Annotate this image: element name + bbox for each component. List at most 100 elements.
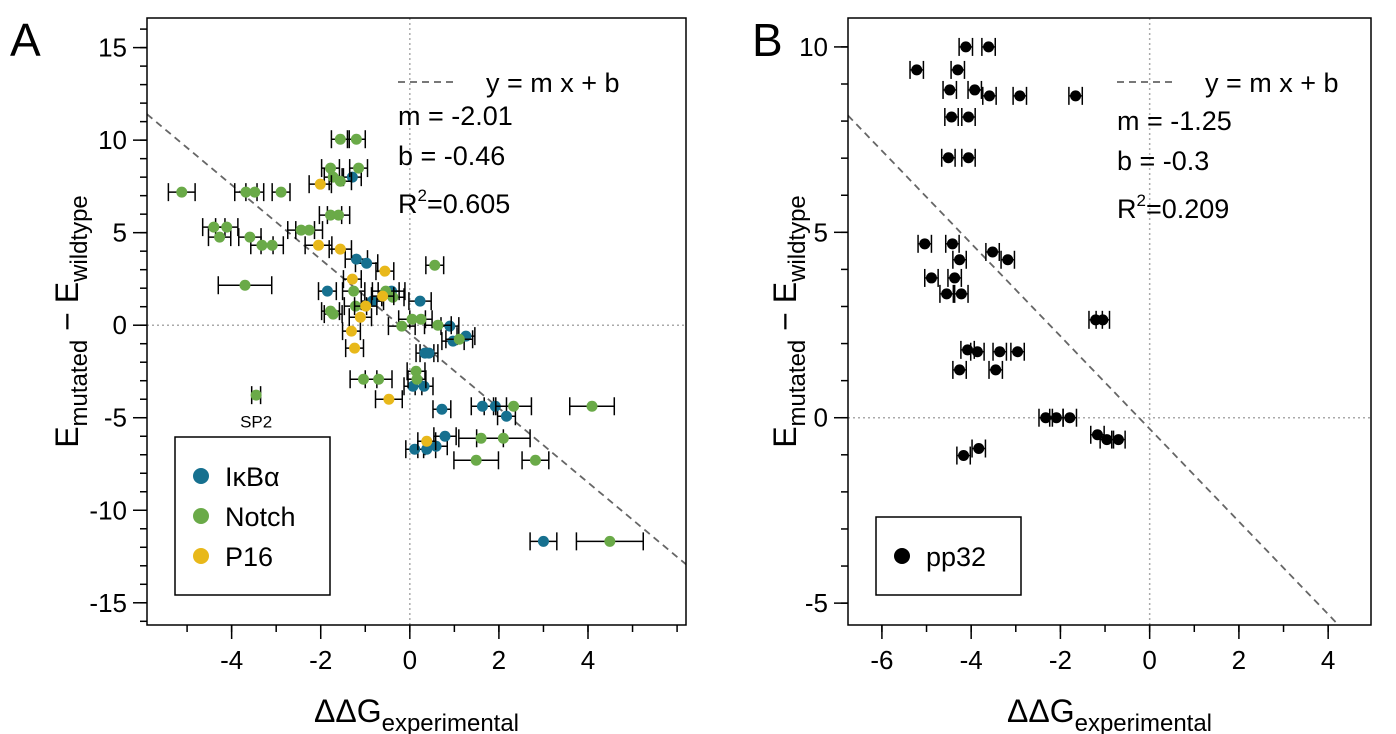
r2-rest: =0.605 xyxy=(427,189,510,219)
point xyxy=(508,400,520,412)
point xyxy=(387,291,399,303)
point xyxy=(439,430,451,442)
panel-letter: B xyxy=(752,14,783,66)
y-tick-label: 5 xyxy=(113,218,127,248)
point xyxy=(529,454,541,466)
y-axis-label: Emutated − Ewildtype xyxy=(767,195,811,448)
point xyxy=(414,295,426,307)
point xyxy=(1091,429,1103,441)
point xyxy=(333,209,345,221)
point xyxy=(958,450,970,462)
y-tick-label: -5 xyxy=(104,403,127,433)
point xyxy=(348,285,360,297)
x-tick-label: -2 xyxy=(309,645,332,675)
y-tick-label: 10 xyxy=(799,32,828,62)
x-tick-label: 4 xyxy=(1321,645,1335,675)
x-tick-label: 4 xyxy=(581,645,595,675)
x-tick-label: -6 xyxy=(870,645,893,675)
x-tick-label: -4 xyxy=(220,645,243,675)
fit-legend-text: y = m x + b xyxy=(486,68,620,98)
fit-line xyxy=(848,114,1340,625)
point xyxy=(954,364,966,376)
point xyxy=(396,320,408,332)
point xyxy=(357,373,369,385)
fit-legend-text: y = m x + b xyxy=(1205,68,1339,98)
y-label-sub: wildtype xyxy=(66,195,93,283)
point xyxy=(295,224,307,236)
point xyxy=(470,454,482,466)
point xyxy=(1112,434,1124,446)
r2-rest: =0.209 xyxy=(1146,194,1229,224)
y-label-sub: mutated xyxy=(66,340,93,427)
point xyxy=(983,41,995,53)
annotation: SP2 xyxy=(240,413,272,432)
point xyxy=(327,308,339,320)
point xyxy=(949,272,961,284)
point xyxy=(497,432,509,444)
x-tick-label: 2 xyxy=(1232,645,1246,675)
y-tick-label: 0 xyxy=(113,310,127,340)
point xyxy=(418,380,430,392)
point xyxy=(436,403,448,415)
point xyxy=(946,238,958,250)
point xyxy=(994,346,1006,358)
point xyxy=(411,373,423,385)
point xyxy=(377,290,389,302)
x-label-part: ΔΔG xyxy=(314,693,382,729)
legend-marker xyxy=(193,548,209,564)
point xyxy=(321,285,333,297)
y-tick-label: 5 xyxy=(814,217,828,247)
point xyxy=(275,186,287,198)
point xyxy=(987,246,999,258)
point xyxy=(208,221,220,233)
y-label-sub: wildtype xyxy=(784,195,811,283)
point xyxy=(350,133,362,145)
point xyxy=(476,400,488,412)
point xyxy=(421,443,433,455)
y-label-part: − E xyxy=(49,282,85,340)
x-tick-label: 2 xyxy=(492,645,506,675)
y-label-sub: mutated xyxy=(784,340,811,427)
fit-line xyxy=(147,113,686,566)
point xyxy=(941,288,953,300)
point xyxy=(1012,346,1024,358)
point xyxy=(960,41,972,53)
fit-r2: R2=0.209 xyxy=(1117,191,1229,224)
point xyxy=(354,311,366,323)
point xyxy=(423,347,435,359)
point xyxy=(962,152,974,164)
point xyxy=(1002,254,1014,266)
point xyxy=(313,239,324,251)
point xyxy=(383,393,395,405)
legend-label: P16 xyxy=(225,542,273,572)
point xyxy=(911,64,923,76)
r2-sup: 2 xyxy=(1137,191,1146,210)
point xyxy=(176,186,188,198)
y-tick-label: -5 xyxy=(805,588,828,618)
point xyxy=(325,209,337,221)
point xyxy=(325,162,337,174)
fit-stat: m = -2.01 xyxy=(398,101,513,131)
legend-marker xyxy=(193,468,209,484)
point xyxy=(952,64,964,76)
point xyxy=(353,162,365,174)
point xyxy=(334,243,346,255)
y-label-part: E xyxy=(767,426,803,447)
point xyxy=(256,239,268,251)
point xyxy=(962,344,974,356)
point xyxy=(946,111,958,123)
point xyxy=(1050,412,1062,424)
y-tick-label: -15 xyxy=(89,588,127,618)
point xyxy=(990,364,1002,376)
point xyxy=(303,224,315,236)
point xyxy=(969,84,981,96)
point xyxy=(346,273,358,285)
point xyxy=(971,346,983,358)
x-label-sub: experimental xyxy=(1075,710,1212,734)
point xyxy=(249,186,261,198)
point xyxy=(373,373,385,385)
y-tick-label: 10 xyxy=(98,125,127,155)
point xyxy=(421,435,433,447)
x-label-sub: experimental xyxy=(382,710,519,734)
